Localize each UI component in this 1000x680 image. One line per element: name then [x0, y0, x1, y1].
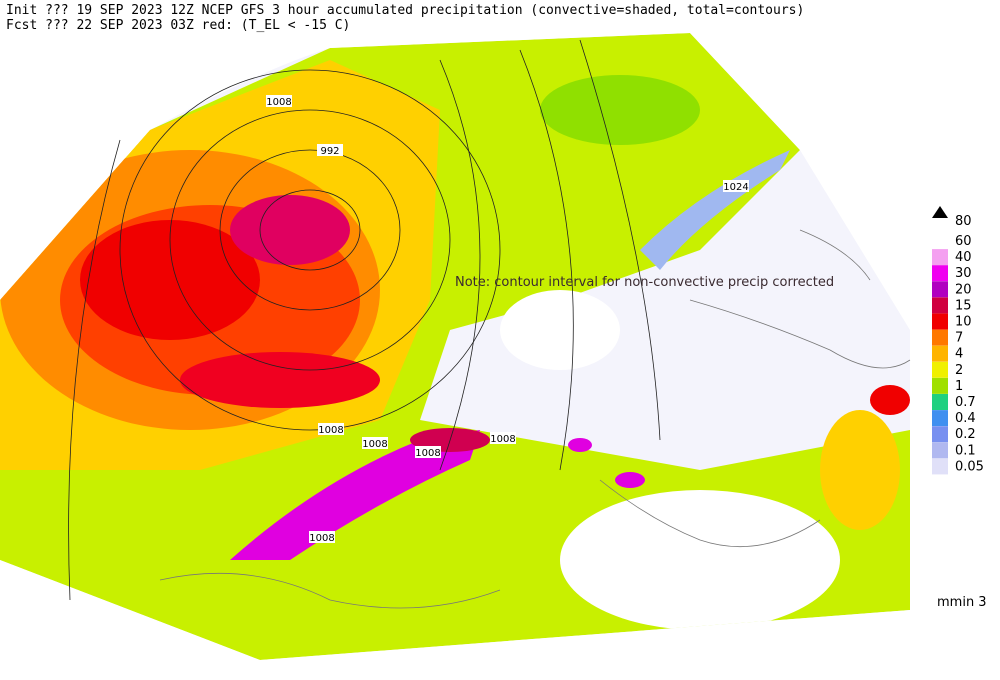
legend-swatch [932, 313, 948, 330]
pressure-label-bg [309, 531, 335, 543]
pressure-label: 1024 [723, 182, 748, 193]
legend-swatch [932, 458, 948, 475]
pressure-label-bg [490, 432, 516, 444]
note: Note: contour interval for non-convectiv… [455, 275, 834, 290]
header-line: Fcst ??? 22 SEP 2023 03Z red: (T_EL < -1… [6, 18, 350, 33]
pressure-label: 1008 [266, 97, 291, 108]
legend-label: 1 [955, 379, 963, 394]
pressure-label: 1008 [415, 448, 440, 459]
legend-label: 2 [955, 363, 963, 378]
legend-triangle [932, 206, 948, 218]
legend-label: 30 [955, 266, 972, 281]
legend-label: 10 [955, 315, 972, 330]
legend-swatch [932, 442, 948, 459]
pressure-label: 992 [320, 146, 339, 157]
pressure-label: 1008 [318, 425, 343, 436]
header-line: Init ??? 19 SEP 2023 12Z NCEP GFS 3 hour… [6, 3, 804, 18]
legend-swatch [932, 345, 948, 362]
coastlines [159, 229, 911, 609]
legend-label: 40 [955, 250, 972, 265]
pressure-label-bg [362, 437, 388, 449]
legend-label: 0.7 [955, 395, 976, 410]
legend-label: 15 [955, 298, 972, 313]
legend-swatch [932, 361, 948, 378]
legend-label: 60 [955, 234, 972, 249]
legend-label: 0.05 [955, 459, 984, 474]
legend-label: 20 [955, 282, 972, 297]
legend-label: 80 [955, 214, 972, 229]
legend-label: 0.1 [955, 443, 976, 458]
pressure-label: 1008 [362, 439, 387, 450]
legend-swatch [932, 426, 948, 443]
pressure-label-bg [317, 144, 343, 156]
pressure-label: 1008 [490, 434, 515, 445]
pressure-label-bg [318, 423, 344, 435]
pressure-label-bg [266, 95, 292, 107]
legend-label: 4 [955, 347, 963, 362]
legend-swatch [932, 265, 948, 282]
legend-label: 7 [955, 331, 963, 346]
contours [68, 39, 661, 601]
legend-label: 0.2 [955, 427, 976, 442]
legend-swatch [932, 281, 948, 298]
pressure-label-bg [415, 446, 441, 458]
pressure-label: 1008 [309, 533, 334, 544]
legend-swatch [932, 377, 948, 394]
footer: mmin 3 [937, 595, 987, 610]
legend-swatch [932, 329, 948, 346]
legend-swatch [932, 297, 948, 314]
legend-swatch [932, 249, 948, 266]
legend-swatch [932, 394, 948, 410]
pressure-label-bg [723, 180, 749, 192]
legend-label: 0.4 [955, 411, 976, 426]
legend-swatch [932, 410, 948, 427]
legend-swatch [932, 233, 948, 249]
